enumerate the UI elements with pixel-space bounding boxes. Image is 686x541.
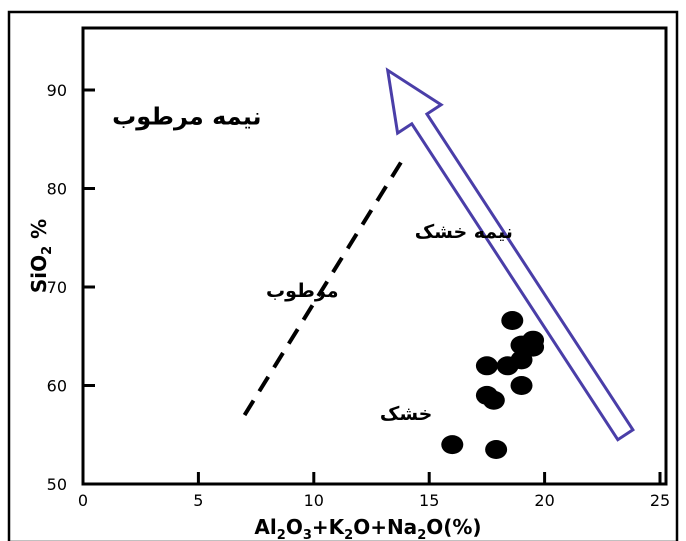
y-tick-label: 60 bbox=[47, 377, 67, 396]
zone-label: مرطوب bbox=[266, 280, 338, 302]
y-tick-label: 50 bbox=[47, 475, 67, 494]
data-point bbox=[510, 376, 533, 395]
data-point bbox=[496, 356, 519, 376]
y-tick-label: 90 bbox=[47, 81, 67, 100]
zone-label: نیمه مرطوب bbox=[112, 102, 261, 130]
data-point bbox=[485, 440, 508, 460]
boundary-dashed-line bbox=[242, 152, 408, 417]
data-point bbox=[441, 435, 464, 455]
plot-area bbox=[81, 26, 668, 486]
y-tick-label: 80 bbox=[47, 180, 67, 199]
zone-label: خشک bbox=[380, 403, 432, 425]
data-point bbox=[482, 390, 505, 410]
x-tick-label: 15 bbox=[419, 491, 439, 510]
y-axis-title: SiO2 % bbox=[27, 219, 55, 293]
x-tick-label: 25 bbox=[650, 491, 670, 510]
y-tick-label: 70 bbox=[47, 278, 67, 297]
figure-border bbox=[7, 10, 679, 541]
x-tick-label: 10 bbox=[304, 491, 324, 510]
x-tick-label: 5 bbox=[193, 491, 203, 510]
x-tick-label: 20 bbox=[534, 491, 554, 510]
x-tick-label: 0 bbox=[78, 491, 88, 510]
data-point bbox=[475, 356, 498, 376]
data-point bbox=[501, 310, 524, 330]
chart-marks: 0 5 10 15 20 25 50 60 70 80 90 نیمه مرطوب نیمه خشک مر… bbox=[47, 67, 670, 510]
x-axis-title: Al2O3+K2O+Na2O(%) bbox=[254, 515, 481, 541]
data-point bbox=[522, 337, 545, 357]
zone-label: نیمه خشک bbox=[415, 221, 513, 243]
trend-arrow bbox=[385, 67, 635, 442]
